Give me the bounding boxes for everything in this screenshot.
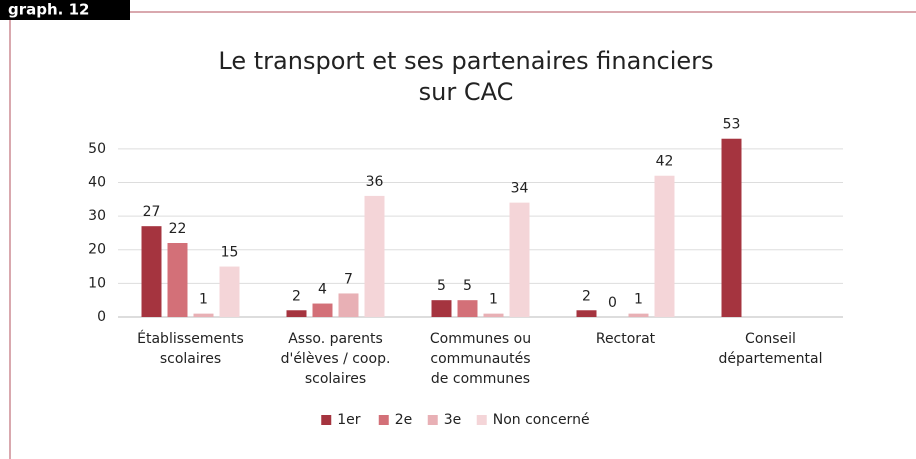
value-label: 42 [656, 154, 674, 170]
value-label: 2 [292, 288, 301, 304]
bar [364, 195, 385, 317]
legend-swatch [378, 415, 389, 425]
bar [431, 300, 452, 317]
chart-title: sur CAC [419, 78, 514, 106]
value-label: 1 [199, 292, 208, 308]
x-tick-label: d'élèves / coop. [281, 351, 391, 367]
bar [286, 310, 307, 317]
value-label: 0 [608, 295, 617, 311]
value-label: 1 [489, 292, 498, 308]
x-tick-label: Rectorat [596, 331, 656, 347]
value-label: 5 [437, 278, 446, 294]
x-tick-label: Établissements [137, 330, 244, 347]
legend-label: Non concerné [493, 412, 590, 428]
y-tick-label: 10 [88, 275, 106, 291]
legend-swatch [476, 415, 487, 425]
value-label: 34 [511, 181, 529, 197]
bar [628, 313, 649, 317]
legend-label: 1er [337, 412, 361, 428]
x-tick-label: départemental [719, 351, 823, 367]
bar [167, 243, 188, 317]
value-label: 5 [463, 278, 472, 294]
value-label: 27 [143, 204, 161, 220]
legend-swatch [321, 415, 332, 425]
x-tick-label: scolaires [160, 351, 221, 367]
y-tick-label: 30 [88, 208, 106, 224]
bar [312, 303, 333, 317]
bar [219, 266, 240, 317]
x-tick-label: scolaires [305, 371, 366, 387]
x-tick-label: Communes ou [430, 331, 531, 347]
bar [576, 310, 597, 317]
bar [338, 293, 359, 317]
value-label: 4 [318, 282, 327, 298]
legend-label: 3e [444, 412, 462, 428]
value-label: 1 [634, 292, 643, 308]
bar [457, 300, 478, 317]
value-label: 15 [221, 245, 239, 261]
value-label: 2 [582, 288, 591, 304]
x-tick-label: communautés [430, 351, 530, 367]
bar [721, 138, 742, 317]
bar [483, 313, 504, 317]
bar [654, 175, 675, 317]
x-tick-label: Conseil [745, 331, 796, 347]
badge-box [0, 0, 130, 20]
y-tick-label: 40 [88, 174, 106, 190]
x-tick-label: Asso. parents [288, 331, 383, 347]
legend-label: 2e [395, 412, 413, 428]
value-label: 22 [169, 221, 187, 237]
bar [509, 202, 530, 317]
legend-swatch [427, 415, 438, 425]
value-label: 7 [344, 271, 353, 287]
x-tick-label: de communes [431, 371, 530, 387]
chart-title: Le transport et ses partenaires financie… [218, 47, 713, 75]
bar [141, 226, 162, 317]
y-tick-label: 0 [97, 309, 106, 325]
value-label: 53 [723, 117, 741, 133]
value-label: 36 [366, 174, 384, 190]
bar [193, 313, 214, 317]
y-tick-label: 20 [88, 242, 106, 258]
badge: graph. 12 [8, 1, 89, 19]
y-tick-label: 50 [88, 141, 106, 157]
